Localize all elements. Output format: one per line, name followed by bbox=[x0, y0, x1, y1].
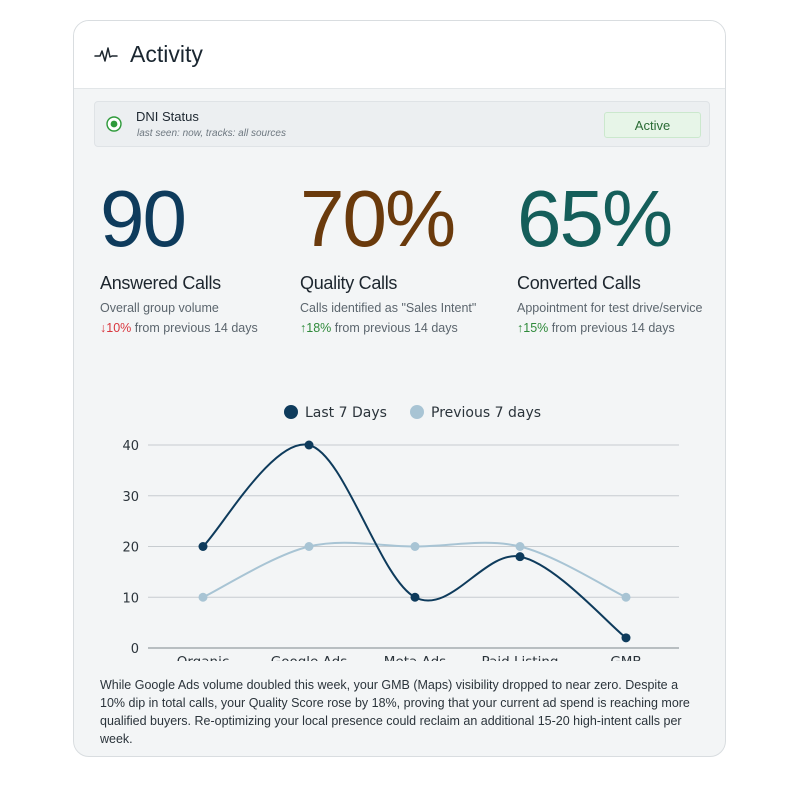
metric-trend: ↓10% from previous 14 days bbox=[100, 321, 258, 335]
calls-line-chart: 0 10 20 30 40 Organic Google Ads Meta Ads Paid L… bbox=[122, 405, 679, 661]
series-line bbox=[202, 443, 627, 639]
metric-value: 90 bbox=[100, 174, 187, 263]
data-point bbox=[198, 542, 208, 551]
trend-value: 15% bbox=[523, 321, 549, 335]
dni-status-panel: DNI Status last seen: now, tracks: all s… bbox=[94, 101, 710, 147]
summary-text: While Google Ads volume doubled this wee… bbox=[100, 678, 690, 746]
metric-description: Calls identified as "Sales Intent" bbox=[300, 301, 477, 315]
y-tick-label: 40 bbox=[122, 439, 139, 454]
metric-description: Overall group volume bbox=[100, 301, 219, 315]
metric-value: 65% bbox=[517, 174, 673, 263]
dni-title: DNI Status bbox=[136, 109, 199, 124]
activity-card: Activity DNI Status last seen: now, trac… bbox=[73, 20, 726, 757]
status-badge: Active bbox=[604, 112, 701, 138]
y-tick-label: 30 bbox=[122, 490, 139, 505]
y-tick-label: 20 bbox=[122, 541, 139, 556]
data-point bbox=[304, 440, 314, 450]
dni-subtitle: last seen: now, tracks: all sources bbox=[137, 128, 286, 139]
legend-marker bbox=[284, 405, 298, 419]
x-tick-label: Google Ads bbox=[271, 654, 348, 661]
legend-label: Last 7 Days bbox=[305, 405, 387, 421]
data-point bbox=[410, 542, 420, 551]
data-point bbox=[621, 633, 631, 643]
metric-trend: ↑15% from previous 14 days bbox=[517, 321, 703, 335]
legend-label: Previous 7 days bbox=[431, 405, 541, 421]
metric-label: Converted Calls bbox=[517, 273, 641, 293]
metric-quality-calls: 70% Quality Calls Calls identified as "S… bbox=[300, 171, 476, 335]
metric-description: Appointment for test drive/service bbox=[517, 301, 703, 315]
x-tick-label: Meta Ads bbox=[384, 654, 446, 661]
data-point bbox=[198, 592, 208, 602]
data-point bbox=[621, 592, 631, 602]
trend-value: 18% bbox=[306, 321, 332, 335]
card-title: Activity bbox=[130, 41, 203, 67]
activity-pulse-icon bbox=[94, 46, 118, 62]
trend-up-arrow-icon: ↑ bbox=[517, 321, 524, 335]
metric-answered-calls: 90 Answered Calls Overall group volume ↓… bbox=[100, 171, 258, 335]
y-tick-label: 10 bbox=[122, 591, 139, 606]
status-dot-icon bbox=[106, 116, 122, 132]
x-tick-label: Paid Listing bbox=[482, 654, 559, 661]
x-tick-label: Organic bbox=[177, 654, 230, 661]
data-point bbox=[410, 592, 420, 602]
data-point bbox=[515, 552, 525, 562]
data-point bbox=[304, 542, 314, 551]
metric-converted-calls: 65% Converted Calls Appointment for test… bbox=[517, 171, 703, 335]
metric-trend: ↑18% from previous 14 days bbox=[300, 321, 476, 335]
metric-value: 70% bbox=[300, 174, 456, 263]
y-tick-label: 0 bbox=[131, 642, 139, 657]
trend-up-arrow-icon: ↑ bbox=[300, 321, 307, 335]
trend-text: from previous 14 days bbox=[131, 321, 258, 335]
legend-marker bbox=[410, 405, 424, 419]
data-point bbox=[515, 542, 525, 551]
trend-text: from previous 14 days bbox=[331, 321, 458, 335]
metric-label: Answered Calls bbox=[100, 273, 221, 293]
trend-down-arrow-icon: ↓ bbox=[100, 321, 107, 335]
x-tick-label: GMB bbox=[610, 654, 641, 661]
trend-value: 10% bbox=[106, 321, 132, 335]
trend-text: from previous 14 days bbox=[548, 321, 675, 335]
metric-label: Quality Calls bbox=[300, 273, 398, 293]
card-header: Activity bbox=[74, 21, 725, 89]
